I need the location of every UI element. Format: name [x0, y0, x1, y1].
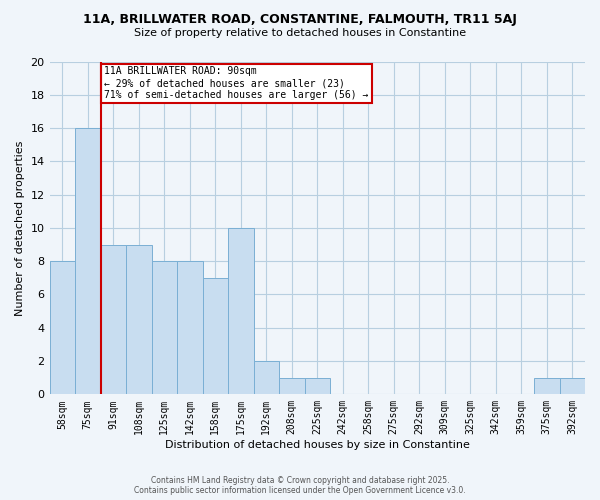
Bar [534, 378, 560, 394]
Text: Size of property relative to detached houses in Constantine: Size of property relative to detached ho… [134, 28, 466, 38]
Text: 11A BRILLWATER ROAD: 90sqm
← 29% of detached houses are smaller (23)
71% of semi: 11A BRILLWATER ROAD: 90sqm ← 29% of deta… [104, 66, 369, 100]
Bar [228, 228, 254, 394]
Bar [305, 378, 330, 394]
Bar [75, 128, 101, 394]
Bar [126, 244, 152, 394]
Bar [279, 378, 305, 394]
Y-axis label: Number of detached properties: Number of detached properties [15, 140, 25, 316]
Bar [50, 261, 75, 394]
Bar [101, 244, 126, 394]
Bar [203, 278, 228, 394]
Bar [560, 378, 585, 394]
Text: Contains HM Land Registry data © Crown copyright and database right 2025.
Contai: Contains HM Land Registry data © Crown c… [134, 476, 466, 495]
Text: 11A, BRILLWATER ROAD, CONSTANTINE, FALMOUTH, TR11 5AJ: 11A, BRILLWATER ROAD, CONSTANTINE, FALMO… [83, 12, 517, 26]
Bar [177, 261, 203, 394]
Bar [254, 361, 279, 394]
Bar [152, 261, 177, 394]
X-axis label: Distribution of detached houses by size in Constantine: Distribution of detached houses by size … [165, 440, 470, 450]
